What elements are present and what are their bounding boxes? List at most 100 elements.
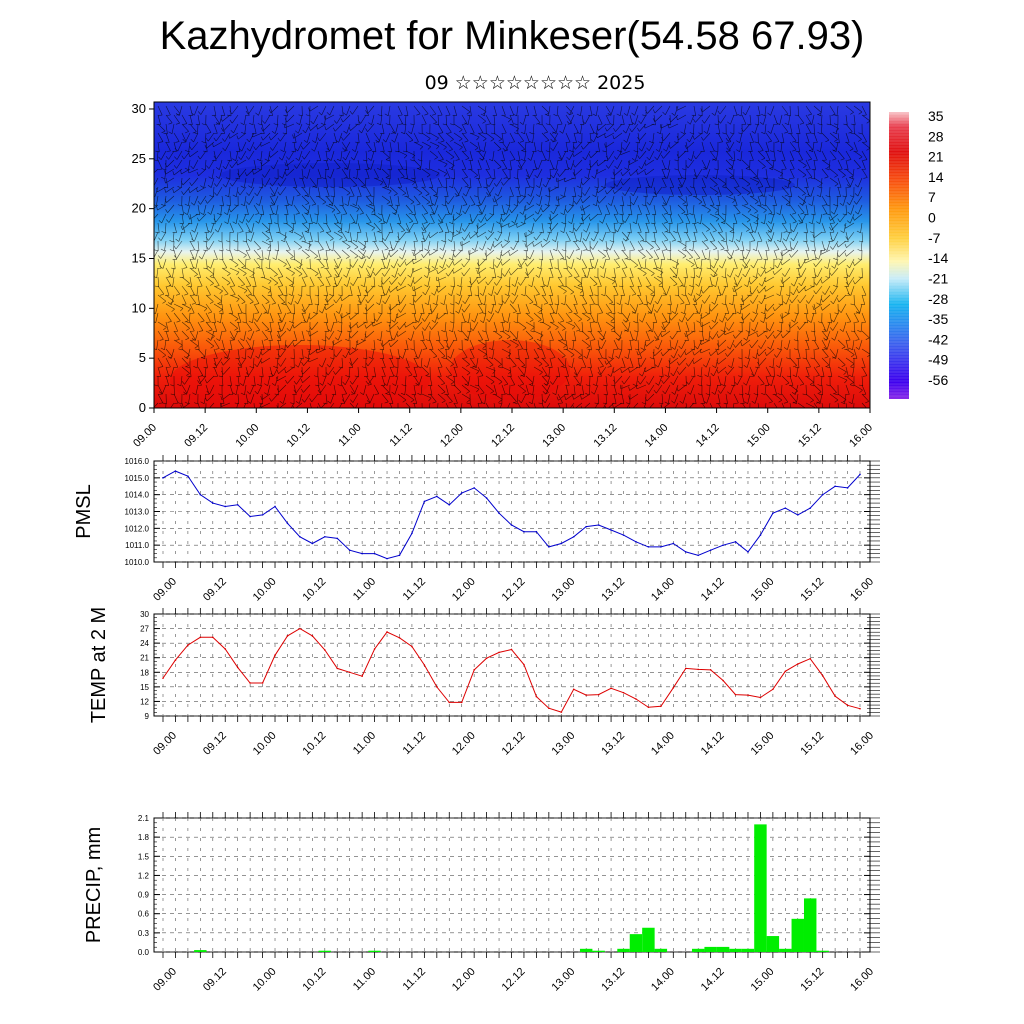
y-tick-label: 1014.0 (125, 491, 150, 500)
data-point (249, 682, 251, 684)
x-tick-label: 15.12 (798, 576, 826, 604)
x-tick-label: 15.00 (749, 576, 777, 604)
precip-bar (629, 934, 643, 952)
data-point (846, 704, 849, 707)
x-tick-label: 09.12 (201, 966, 229, 994)
data-point (274, 654, 276, 657)
y-tick-label: 1010.0 (125, 558, 150, 567)
hm-x-tick-label: 12.00 (438, 422, 466, 450)
data-point (784, 507, 787, 509)
precip-bar (816, 950, 829, 952)
y-tick-label: 1.2 (138, 871, 150, 880)
y-tick-label: 0.0 (138, 948, 150, 957)
data-point (597, 693, 600, 696)
precip-panel: 0.0 0.3 0.6 0.9 1.2 1.5 1.8 2.1 09.00 09.12 10.00 1… (83, 812, 880, 994)
data-point (722, 679, 724, 682)
data-point (734, 693, 737, 696)
data-point (211, 636, 214, 639)
colorbar-gradient (889, 112, 909, 399)
data-point (510, 524, 513, 526)
data-point (647, 706, 650, 709)
hm-y-tick-label: 5 (139, 350, 146, 365)
x-tick-label: 12.12 (500, 576, 528, 604)
data-point (236, 503, 239, 506)
data-point (498, 651, 500, 654)
data-point (261, 682, 264, 684)
x-tick-label: 11.00 (351, 966, 378, 993)
data-point (684, 551, 687, 553)
data-point (523, 530, 525, 533)
data-point (672, 687, 675, 689)
x-tick-label: 13.12 (599, 730, 627, 758)
data-point (846, 487, 849, 489)
data-point (510, 648, 513, 651)
x-tick-label: 09.00 (151, 576, 179, 604)
precip-bar (766, 936, 780, 952)
data-point (734, 541, 737, 543)
data-point (585, 694, 587, 696)
wind-barbs (154, 105, 870, 408)
data-point (436, 495, 438, 498)
data-point (796, 663, 799, 665)
precip-bar (642, 927, 655, 952)
precip-bar (729, 948, 742, 952)
colorbar-label: 14 (928, 169, 944, 185)
cold-core-shade (220, 163, 440, 187)
data-point (274, 505, 276, 508)
x-tick-label: 13.00 (549, 966, 577, 994)
data-point (523, 663, 525, 666)
x-tick-label: 16.00 (848, 730, 876, 758)
x-tick-label: 09.00 (151, 730, 179, 758)
data-point (622, 691, 625, 694)
data-point (448, 701, 451, 704)
y-tick-label: 1016.0 (125, 457, 150, 466)
data-point (622, 534, 625, 536)
data-point (548, 707, 550, 710)
y-tick-label: 18 (140, 668, 149, 677)
precip-bar (368, 950, 381, 952)
x-tick-label: 15.00 (749, 966, 777, 994)
data-point (473, 669, 475, 671)
data-point (324, 649, 326, 651)
precip-bar (654, 948, 668, 952)
data-point (610, 687, 612, 690)
data-point (821, 674, 824, 677)
x-tick-label: 16.00 (848, 966, 876, 994)
data-point (560, 542, 563, 545)
precip-bar (579, 948, 593, 952)
x-tick-label: 10.00 (251, 966, 279, 994)
y-tick-label: 15 (140, 683, 149, 692)
data-point (448, 503, 451, 506)
colorbar: 35 28 21 14 7 0 -7 -14 -21 -28 -35 -42 -49 -56 (889, 108, 948, 399)
data-point (361, 552, 363, 555)
data-point (386, 631, 388, 633)
x-tick-label: 10.12 (301, 576, 329, 604)
data-point (162, 477, 164, 479)
data-point (224, 648, 227, 650)
x-tick-label: 12.00 (450, 966, 478, 994)
data-point (784, 670, 787, 673)
data-point (834, 695, 836, 697)
panel-y-title: PRECIP, mm (83, 827, 105, 943)
data-point (709, 669, 712, 671)
data-point (174, 470, 177, 472)
x-tick-label: 13.12 (599, 966, 627, 994)
colorbar-label: -21 (928, 270, 948, 286)
data-point (772, 688, 774, 691)
data-point (747, 551, 749, 553)
y-tick-label: 1013.0 (125, 508, 150, 517)
x-tick-label: 13.12 (599, 576, 627, 604)
x-tick-label: 15.12 (798, 966, 826, 994)
colorbar-label: -7 (928, 230, 941, 246)
data-point (423, 500, 426, 503)
y-tick-label: 1012.0 (125, 524, 150, 533)
x-tick-label: 12.00 (450, 576, 478, 604)
hm-y-tick-label: 20 (132, 201, 146, 216)
series-line (162, 470, 861, 560)
x-tick-label: 14.00 (649, 576, 677, 604)
precip-bar (779, 948, 792, 952)
data-point (261, 514, 264, 516)
colorbar-label: -49 (928, 352, 948, 368)
data-point (187, 475, 189, 477)
